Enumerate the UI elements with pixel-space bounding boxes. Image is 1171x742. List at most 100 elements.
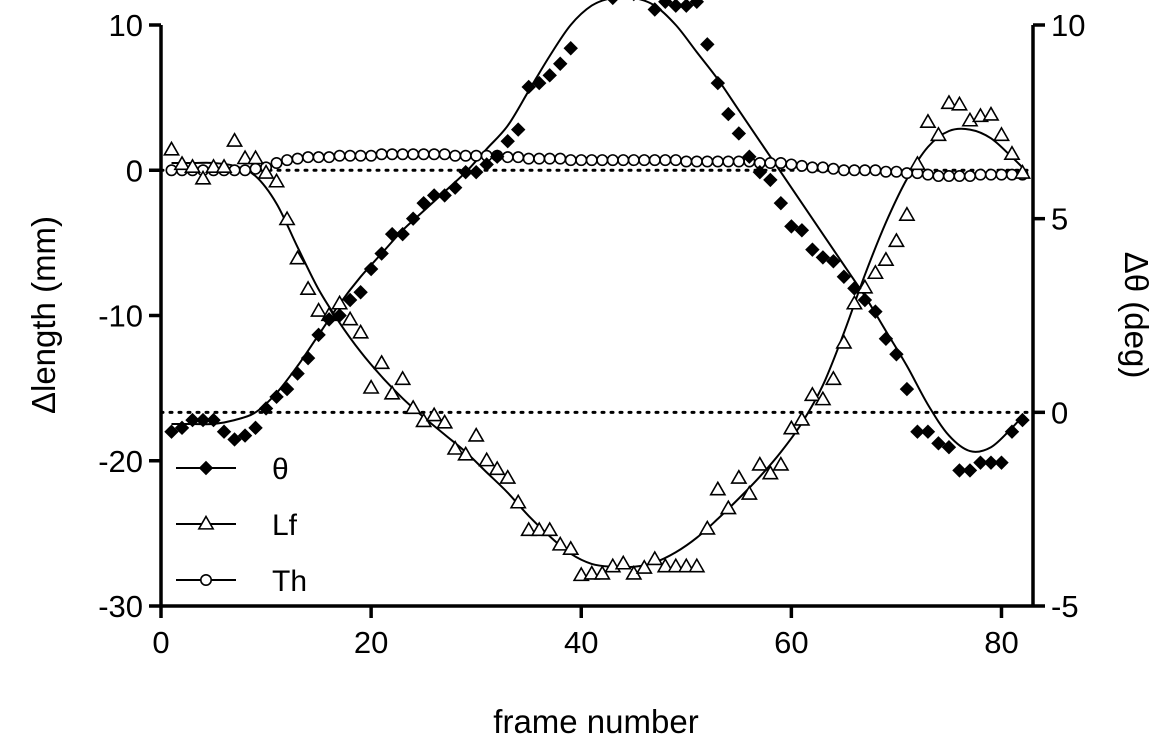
data-point	[530, 521, 548, 537]
data-point	[751, 456, 769, 471]
data-point	[638, 154, 651, 167]
data-point	[291, 152, 304, 165]
data-point	[1003, 145, 1021, 160]
data-point	[593, 564, 611, 580]
data-point	[994, 455, 1009, 470]
data-point	[520, 521, 538, 537]
data-point	[279, 381, 295, 397]
legend-label: Th	[272, 565, 307, 598]
data-point	[268, 172, 286, 188]
data-point	[805, 242, 820, 257]
fit-curve-0	[171, 0, 1024, 453]
data-point	[773, 195, 789, 211]
data-point	[564, 154, 577, 167]
data-point	[458, 164, 473, 180]
data-point	[835, 333, 853, 349]
data-point	[510, 122, 526, 137]
x-axis-title: frame number	[493, 703, 698, 740]
data-point	[785, 158, 798, 171]
data-point	[742, 149, 757, 164]
data-point	[836, 269, 852, 284]
data-point	[722, 155, 735, 168]
data-point	[690, 155, 703, 168]
data-point	[816, 161, 829, 174]
data-point	[940, 94, 958, 110]
data-point	[647, 2, 662, 17]
data-point	[815, 250, 831, 265]
legend-label: θ	[272, 453, 289, 486]
data-point	[575, 154, 588, 167]
data-point	[607, 0, 618, 6]
data-point	[425, 406, 443, 422]
data-point	[499, 469, 517, 484]
data-point	[289, 249, 307, 265]
data-point	[793, 410, 811, 426]
legend: θ Lf Th	[176, 453, 307, 598]
data-point	[479, 157, 494, 172]
data-point	[698, 519, 716, 535]
data-point	[446, 440, 464, 455]
y-right-tick-label: 0	[1051, 395, 1068, 430]
data-point	[533, 152, 546, 165]
data-point	[824, 370, 842, 386]
data-points	[162, 0, 1032, 582]
data-point	[868, 304, 883, 319]
data-point	[869, 164, 882, 177]
data-point	[857, 292, 873, 308]
data-point	[710, 75, 726, 91]
data-point	[447, 180, 463, 195]
data-point	[375, 148, 388, 161]
data-point	[659, 154, 672, 167]
data-point	[803, 386, 821, 402]
data-point	[827, 162, 840, 175]
data-point	[721, 106, 736, 122]
data-point	[763, 172, 778, 188]
data-point	[226, 132, 244, 147]
data-point	[416, 195, 431, 211]
data-point	[300, 350, 316, 366]
data-point	[658, 0, 673, 9]
data-point	[417, 148, 430, 161]
data-point	[826, 254, 841, 269]
data-point	[643, 0, 646, 2]
data-point	[732, 155, 745, 168]
data-point	[373, 354, 391, 370]
data-point	[206, 412, 221, 428]
data-point	[668, 0, 684, 13]
data-point	[436, 413, 454, 429]
data-point	[459, 149, 472, 162]
data-point	[437, 188, 452, 203]
data-point	[174, 420, 190, 436]
data-point	[711, 155, 724, 168]
data-point	[173, 155, 191, 171]
data-point	[814, 390, 832, 406]
data-point	[700, 37, 715, 52]
data-point	[878, 331, 894, 346]
data-point	[879, 165, 892, 178]
data-point	[194, 169, 212, 185]
data-point	[281, 154, 294, 167]
data-point	[352, 323, 370, 339]
data-point	[365, 149, 378, 162]
x-tick-label: 80	[984, 625, 1018, 660]
data-point	[921, 168, 934, 181]
data-point	[952, 463, 967, 478]
data-point	[847, 281, 862, 296]
data-point	[845, 294, 863, 310]
data-point	[302, 151, 315, 164]
data-point	[554, 152, 567, 165]
data-point	[761, 464, 779, 480]
data-point	[983, 455, 999, 470]
data-point	[1004, 424, 1020, 439]
legend-marker	[197, 514, 215, 530]
data-point	[407, 148, 420, 161]
data-point	[353, 285, 368, 300]
data-point	[522, 152, 535, 165]
data-point	[1013, 164, 1032, 179]
data-point	[646, 550, 664, 566]
data-point	[667, 557, 685, 573]
data-point	[478, 451, 496, 467]
y-right-tick-label: 5	[1051, 202, 1068, 237]
series-lf	[162, 94, 1032, 582]
data-point	[890, 165, 903, 178]
